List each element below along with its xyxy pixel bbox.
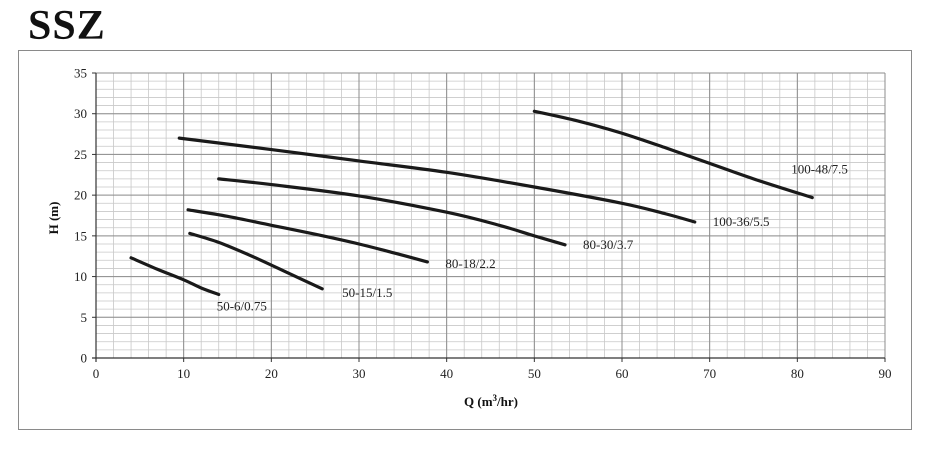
series-line-50-6-0-75 <box>129 256 221 297</box>
series-label: 50-6/0.75 <box>217 298 267 313</box>
y-tick-labels: 0 5 10 15 20 25 30 35 <box>74 66 87 366</box>
y-tick-label: 5 <box>81 310 88 325</box>
series-line-100-36-5-5 <box>177 136 697 224</box>
x-axis-label-base: Q (m <box>464 394 493 409</box>
chart-heading: SSZ <box>28 3 106 49</box>
y-tick-label: 10 <box>74 269 87 284</box>
x-axis-label: Q (m3/hr) <box>464 393 518 409</box>
y-tick-label: 25 <box>74 147 87 162</box>
y-tick-label: 35 <box>74 66 87 81</box>
x-tick-label: 70 <box>703 366 716 381</box>
series-label: 80-30/3.7 <box>583 237 634 252</box>
series-line-100-48-7-5 <box>532 109 814 200</box>
y-tick-label: 15 <box>74 228 87 243</box>
x-tick-label: 90 <box>879 366 892 381</box>
y-tick-label: 30 <box>74 106 87 121</box>
x-tick-label: 40 <box>440 366 453 381</box>
x-tick-label: 50 <box>528 366 541 381</box>
series-lines <box>129 109 814 297</box>
series-labels: 50-6/0.75 50-15/1.5 80-18/2.2 80-30/3.7 100-… <box>217 162 848 314</box>
y-tick-label: 0 <box>81 351 88 366</box>
x-tick-label: 80 <box>791 366 804 381</box>
x-axis-label-sup: 3 <box>493 393 498 403</box>
x-tick-label: 0 <box>93 366 100 381</box>
y-axis-label: H (m) <box>46 202 61 235</box>
x-tick-label: 60 <box>616 366 629 381</box>
x-tick-label: 10 <box>177 366 190 381</box>
series-line-80-30-3-7 <box>217 177 567 247</box>
series-label: 50-15/1.5 <box>342 285 392 300</box>
series-label: 80-18/2.2 <box>445 256 495 271</box>
x-tick-label: 20 <box>265 366 278 381</box>
series-label: 100-36/5.5 <box>713 214 770 229</box>
series-line-80-18-2-2 <box>186 208 429 264</box>
series-label: 100-48/7.5 <box>791 162 848 177</box>
x-axis-label-tail: /hr) <box>496 394 518 409</box>
grid-major <box>95 72 886 359</box>
x-tick-labels: 0 10 20 30 40 50 60 70 80 90 <box>93 366 892 381</box>
chart-frame <box>18 50 912 430</box>
x-tick-label: 30 <box>353 366 366 381</box>
series-line-50-15-1-5 <box>188 231 324 291</box>
y-tick-label: 20 <box>74 188 87 203</box>
axes <box>92 72 886 362</box>
